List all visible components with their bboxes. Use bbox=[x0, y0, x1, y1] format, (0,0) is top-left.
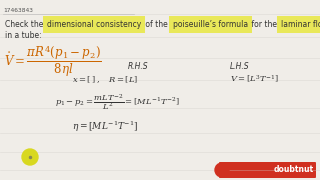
Text: Check the: Check the bbox=[5, 20, 46, 29]
Text: dimensional consistency: dimensional consistency bbox=[47, 20, 141, 29]
Circle shape bbox=[215, 163, 229, 177]
Text: in a tube:: in a tube: bbox=[5, 31, 42, 40]
Text: $\eta=[ML^{-1}T^{-1}]$: $\eta=[ML^{-1}T^{-1}]$ bbox=[72, 120, 138, 134]
Text: $x=[\,]\,,\quad R=[L]$: $x=[\,]\,,\quad R=[L]$ bbox=[72, 74, 138, 85]
Text: for the: for the bbox=[249, 20, 279, 29]
Text: doubtnut: doubtnut bbox=[274, 165, 314, 174]
FancyBboxPatch shape bbox=[219, 162, 316, 178]
Text: 17463843: 17463843 bbox=[3, 8, 33, 13]
Text: d: d bbox=[219, 166, 225, 175]
Text: L.H.S: L.H.S bbox=[230, 62, 250, 71]
Circle shape bbox=[22, 149, 38, 165]
Text: $p_1-p_2=\dfrac{mLT^{-2}}{L^2}=[ML^{-1}T^{-2}]$: $p_1-p_2=\dfrac{mLT^{-2}}{L^2}=[ML^{-1}T… bbox=[55, 93, 180, 113]
Text: R.H.S: R.H.S bbox=[128, 62, 148, 71]
Text: $V=[L^3T^{-1}]$: $V=[L^3T^{-1}]$ bbox=[230, 74, 279, 85]
Text: $\dot{V}=\dfrac{\pi R^4(p_1-p_2)}{8\eta l}$: $\dot{V}=\dfrac{\pi R^4(p_1-p_2)}{8\eta … bbox=[4, 43, 102, 79]
Text: of the: of the bbox=[143, 20, 170, 29]
Text: laminar flow: laminar flow bbox=[281, 20, 320, 29]
Text: poiseuille’s formula: poiseuille’s formula bbox=[173, 20, 248, 29]
